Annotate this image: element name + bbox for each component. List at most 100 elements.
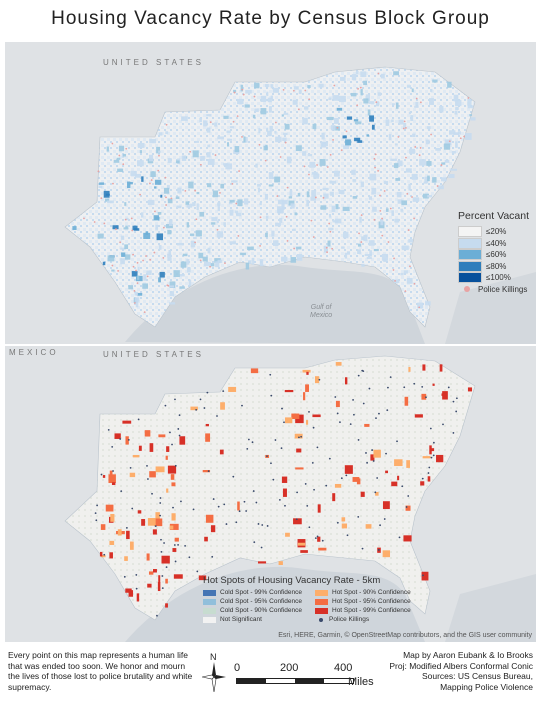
- scale-unit: Miles: [348, 676, 374, 688]
- police-killing-point: [381, 234, 384, 237]
- vacancy-patch: [274, 176, 281, 183]
- vacancy-patch: [106, 146, 109, 152]
- hot-spot-patch: [370, 454, 375, 461]
- police-killing-point: [321, 539, 324, 542]
- vacancy-patch: [380, 218, 384, 226]
- vacancy-patch: [368, 196, 373, 200]
- police-killing-point: [280, 447, 283, 450]
- vacancy-patch: [454, 110, 458, 115]
- police-killing-point: [162, 256, 165, 259]
- vacancy-patch: [307, 153, 313, 157]
- hot-spot-legend-item-2: Cold Spot - 95% Confidence: [203, 598, 315, 605]
- vacancy-patch: [279, 217, 283, 223]
- hot-spot-patch: [293, 518, 302, 525]
- hot-spot-patch: [317, 536, 321, 542]
- hot-spot-patch: [102, 475, 106, 478]
- police-killing-point: [164, 404, 167, 407]
- vacancy-patch: [240, 252, 246, 256]
- vacancy-patch: [167, 257, 172, 261]
- vacancy-patch: [429, 98, 434, 105]
- legend-police-killings: Police Killings: [458, 284, 536, 296]
- vacancy-patch: [310, 196, 317, 201]
- hot-spot-patch: [109, 540, 115, 545]
- vacancy-patch: [311, 171, 318, 175]
- police-killing-point: [246, 447, 249, 450]
- police-killing-point: [160, 550, 163, 553]
- police-killing-point: [139, 193, 141, 196]
- vacancy-patch: [371, 187, 377, 195]
- police-killing-point: [172, 506, 174, 509]
- vacancy-patch: [237, 199, 243, 207]
- vacancy-patch: [169, 281, 176, 288]
- vacancy-patch: [272, 87, 280, 93]
- vacancy-patch: [376, 101, 380, 107]
- vacancy-patch: [99, 182, 105, 185]
- vacancy-rate-map[interactable]: UNITED STATES Gulf of Mexico Percent Vac…: [5, 42, 536, 344]
- vacancy-patch: [447, 81, 452, 88]
- police-killing-point: [314, 537, 317, 540]
- police-killing-point: [158, 154, 160, 157]
- vacancy-patch: [211, 222, 216, 225]
- vacancy-patch: [455, 106, 459, 111]
- vacancy-patch: [409, 148, 415, 154]
- police-killing-point: [413, 382, 416, 385]
- hot-spot-patch: [161, 555, 170, 564]
- vacancy-patch: [397, 199, 403, 204]
- vacancy-patch: [210, 263, 215, 267]
- vacancy-patch: [137, 266, 140, 271]
- vacancy-patch: [214, 122, 218, 127]
- vacancy-patch: [282, 137, 287, 141]
- vacancy-patch: [333, 117, 339, 124]
- hot-spot-patch: [190, 406, 198, 411]
- police-killing-point: [432, 441, 435, 444]
- vacancy-patch: [135, 301, 139, 308]
- police-killing-point: [257, 523, 260, 525]
- vacancy-patch: [173, 270, 180, 278]
- vacancy-patch: [361, 236, 365, 241]
- hot-spot-map[interactable]: MEXICO UNITED STATES Hot Spots of Housin…: [5, 346, 536, 642]
- hot-spot-patch: [382, 550, 391, 558]
- vacancy-patch: [257, 187, 261, 193]
- vacancy-patch: [270, 95, 273, 100]
- police-killing-point: [154, 525, 157, 528]
- police-killing-point: [253, 95, 256, 98]
- vacancy-patch: [154, 186, 157, 189]
- vacancy-patch: [186, 259, 190, 265]
- vacancy-patch: [268, 184, 274, 187]
- police-killing-point: [211, 555, 214, 558]
- police-killing-point: [192, 508, 195, 511]
- vacancy-patch: [364, 254, 372, 257]
- vacancy-patch: [328, 213, 332, 218]
- vacancy-patch: [146, 270, 152, 275]
- hot-spot-patch: [421, 393, 427, 400]
- police-killing-point: [171, 443, 173, 446]
- police-killing-point: [357, 515, 360, 518]
- hot-spot-patch: [129, 472, 136, 478]
- vacancy-patch: [207, 247, 211, 254]
- police-killing-point: [130, 217, 133, 220]
- police-killing-point: [447, 386, 450, 389]
- police-killing-point: [203, 407, 206, 409]
- police-killing-point: [115, 228, 117, 231]
- police-killing-point: [157, 169, 160, 172]
- police-killing-point: [377, 72, 380, 75]
- police-killing-point: [199, 163, 202, 166]
- police-killing-point: [308, 98, 311, 101]
- vacancy-patch: [267, 130, 272, 137]
- vacancy-patch: [134, 297, 140, 302]
- vacancy-patch: [295, 145, 302, 152]
- legend-label: Hot Spot - 90% Confidence: [332, 589, 411, 596]
- vacancy-patch: [158, 132, 163, 136]
- police-killing-point: [194, 189, 197, 192]
- hot-spot-patch: [149, 443, 154, 452]
- police-killing-point: [430, 133, 432, 136]
- vacancy-patch: [157, 211, 162, 215]
- vacancy-patch: [204, 261, 211, 267]
- vacancy-patch: [357, 140, 363, 143]
- vacancy-patch: [245, 262, 250, 270]
- police-killing-point: [357, 374, 360, 377]
- police-killing-point: [147, 478, 149, 480]
- vacancy-patch: [354, 137, 361, 142]
- police-killing-point: [308, 173, 310, 176]
- police-killing-point: [385, 452, 387, 455]
